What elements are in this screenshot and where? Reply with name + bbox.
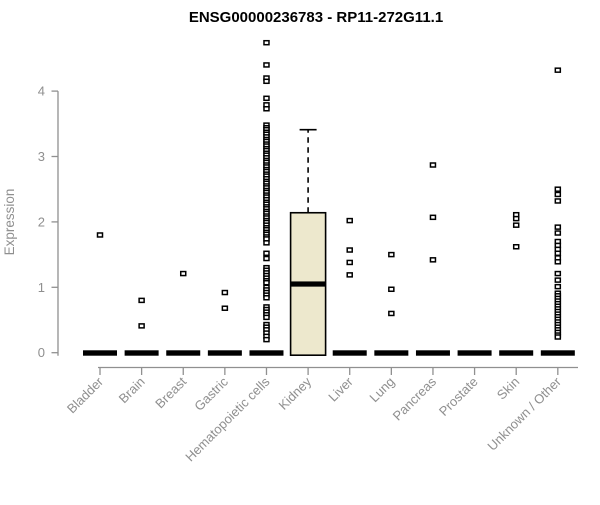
outlier-point: [429, 257, 437, 263]
outlier-point: [554, 334, 562, 340]
box-group-kidney: [289, 128, 327, 356]
outlier-point: [263, 240, 270, 246]
x-category-label-skin: Skin: [494, 374, 522, 402]
x-category-label-brain: Brain: [116, 374, 148, 406]
y-tick-label: 4: [38, 84, 45, 99]
x-category-label-gastric: Gastric: [191, 374, 231, 414]
outlier-point: [263, 314, 270, 321]
outlier-point: [554, 277, 562, 283]
outlier-point: [263, 336, 270, 343]
plot-area: [83, 39, 575, 356]
outlier-point: [263, 106, 270, 112]
outlier-point: [388, 310, 395, 317]
outlier-point: [512, 244, 520, 250]
zero-median-bar: [540, 350, 575, 356]
outlier-point: [96, 232, 104, 238]
box-group-pancreas: [415, 162, 450, 356]
outlier-point: [388, 286, 395, 293]
outlier-point: [512, 215, 520, 222]
outlier-point: [346, 259, 353, 266]
zero-median-bar: [374, 350, 409, 356]
outlier-point: [346, 247, 353, 253]
outlier-point: [221, 289, 229, 296]
y-axis-label: Expression: [2, 189, 17, 256]
box-group-hematopoietic-cells: [249, 39, 284, 356]
x-category-label-unknown-other: Unknown / Other: [484, 374, 564, 454]
outlier-point: [346, 272, 353, 278]
x-category-label-pancreas: Pancreas: [390, 374, 440, 424]
zero-median-bar: [124, 350, 159, 356]
outlier-point: [554, 259, 562, 265]
outlier-point: [554, 67, 562, 73]
outlier-point: [179, 270, 187, 277]
zero-median-bar: [415, 350, 450, 356]
x-category-label-kidney: Kidney: [276, 374, 315, 413]
y-tick-label: 0: [38, 345, 45, 360]
box-group-gastric: [207, 289, 242, 356]
box-group-prostate: [457, 350, 492, 356]
chart-title: ENSG00000236783 - RP11-272G11.1: [189, 9, 443, 26]
y-axis: 0 1 2 3 4: [38, 84, 59, 360]
outlier-point: [263, 95, 270, 102]
y-tick-label: 2: [38, 214, 45, 229]
outlier-point: [263, 78, 270, 85]
outlier-point: [221, 305, 229, 311]
outlier-point: [263, 255, 270, 262]
x-category-label-breast: Breast: [152, 374, 189, 411]
outlier-point: [554, 270, 562, 277]
outlier-point: [429, 162, 437, 168]
zero-median-bar: [166, 350, 201, 356]
outlier-point: [554, 186, 562, 192]
box-group-skin: [499, 211, 534, 356]
zero-median-bar: [207, 350, 242, 356]
outlier-point: [554, 191, 562, 198]
y-tick-label: 1: [38, 280, 45, 295]
zero-median-bar: [457, 350, 492, 356]
outlier-point: [138, 323, 145, 329]
box-group-brain: [124, 297, 159, 356]
box-group-lung: [374, 251, 409, 356]
outlier-point: [554, 224, 562, 230]
outlier-point: [429, 214, 437, 221]
x-category-label-bladder: Bladder: [64, 374, 107, 417]
zero-median-bar: [249, 350, 284, 356]
outlier-point: [554, 230, 562, 236]
outlier-point: [263, 250, 270, 257]
zero-median-bar: [83, 350, 117, 356]
outlier-point: [138, 297, 145, 304]
outlier-point: [263, 62, 270, 68]
zero-median-bar: [332, 350, 367, 356]
box-group-liver: [332, 217, 367, 356]
outlier-point: [512, 222, 520, 228]
median-line: [290, 281, 326, 287]
outlier-point: [263, 295, 270, 301]
box-group-bladder: [83, 232, 117, 356]
y-tick-label: 3: [38, 149, 45, 164]
outlier-point: [554, 250, 562, 257]
outlier-point: [554, 198, 562, 204]
zero-median-bar: [499, 350, 534, 356]
outlier-point: [554, 283, 562, 290]
outlier-point: [346, 217, 353, 224]
box-group-unknown-other: [540, 67, 575, 356]
outlier-point: [388, 251, 395, 258]
x-category-label-prostate: Prostate: [436, 374, 481, 419]
outlier-point: [263, 39, 270, 46]
box-group-breast: [166, 270, 201, 356]
x-category-label-lung: Lung: [366, 374, 397, 405]
outlier-point: [263, 279, 270, 286]
x-category-label-liver: Liver: [325, 374, 356, 405]
